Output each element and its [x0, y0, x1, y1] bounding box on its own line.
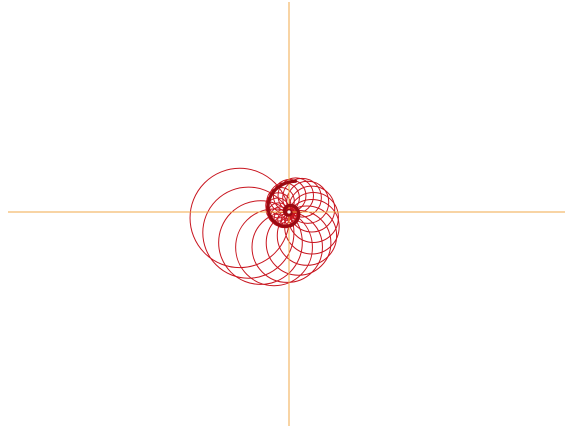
family-circle: [287, 191, 339, 243]
family-circle: [276, 205, 338, 266]
family-circle: [235, 208, 313, 287]
circle-family: [189, 167, 340, 287]
family-circle: [251, 211, 323, 283]
center-point: [285, 208, 293, 216]
family-circle: [218, 200, 303, 285]
spiral-envelope: [266, 179, 301, 228]
family-circle: [282, 177, 322, 218]
family-circle: [202, 186, 295, 279]
